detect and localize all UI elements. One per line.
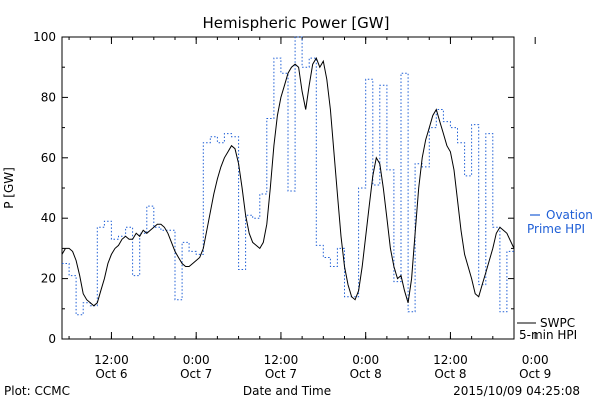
- y-axis-label: P [GW]: [2, 167, 16, 209]
- y-axis-ticks: 0 20 40 60 80 100: [33, 30, 514, 346]
- chart-title: Hemispheric Power [GW]: [203, 14, 390, 32]
- x-tick-label-time: 0:00: [352, 353, 379, 367]
- x-tick-label-time: 0:00: [183, 353, 210, 367]
- y-tick-label: 40: [41, 211, 56, 225]
- x-tick-label-date: Oct 7: [180, 367, 212, 381]
- y-tick-label: 0: [48, 332, 56, 346]
- legend-ovation-label-2: Prime HPI: [527, 222, 585, 236]
- y-tick-label: 100: [33, 30, 56, 44]
- legend-swpc-label-2: 5-min HPI: [519, 328, 577, 342]
- x-tick-label-time: 12:00: [433, 353, 468, 367]
- y-tick-label: 60: [41, 151, 56, 165]
- y-tick-label: 80: [41, 90, 56, 104]
- series-ovation-prime-hpi: [62, 36, 514, 316]
- x-tick-label-time: 12:00: [264, 353, 299, 367]
- x-tick-label-date: Oct 7: [265, 367, 297, 381]
- x-tick-label-date: Oct 9: [519, 367, 551, 381]
- x-tick-label-date: Oct 8: [434, 367, 466, 381]
- x-tick-label-date: Oct 8: [350, 367, 382, 381]
- plot-credit: Plot: CCMC: [4, 384, 70, 398]
- x-axis-label: Date and Time: [243, 384, 331, 398]
- legend-ovation-label: Ovation: [546, 208, 593, 222]
- legend-swpc-label: SWPC: [540, 316, 575, 330]
- x-tick-label-date: Oct 6: [95, 367, 127, 381]
- x-tick-label-time: 12:00: [94, 353, 129, 367]
- plot-timestamp: 2015/10/09 04:25:08: [453, 384, 580, 398]
- y-tick-label: 20: [41, 272, 56, 286]
- x-tick-label-time: 0:00: [522, 353, 549, 367]
- series-swpc-5min-hpi: [61, 56, 515, 307]
